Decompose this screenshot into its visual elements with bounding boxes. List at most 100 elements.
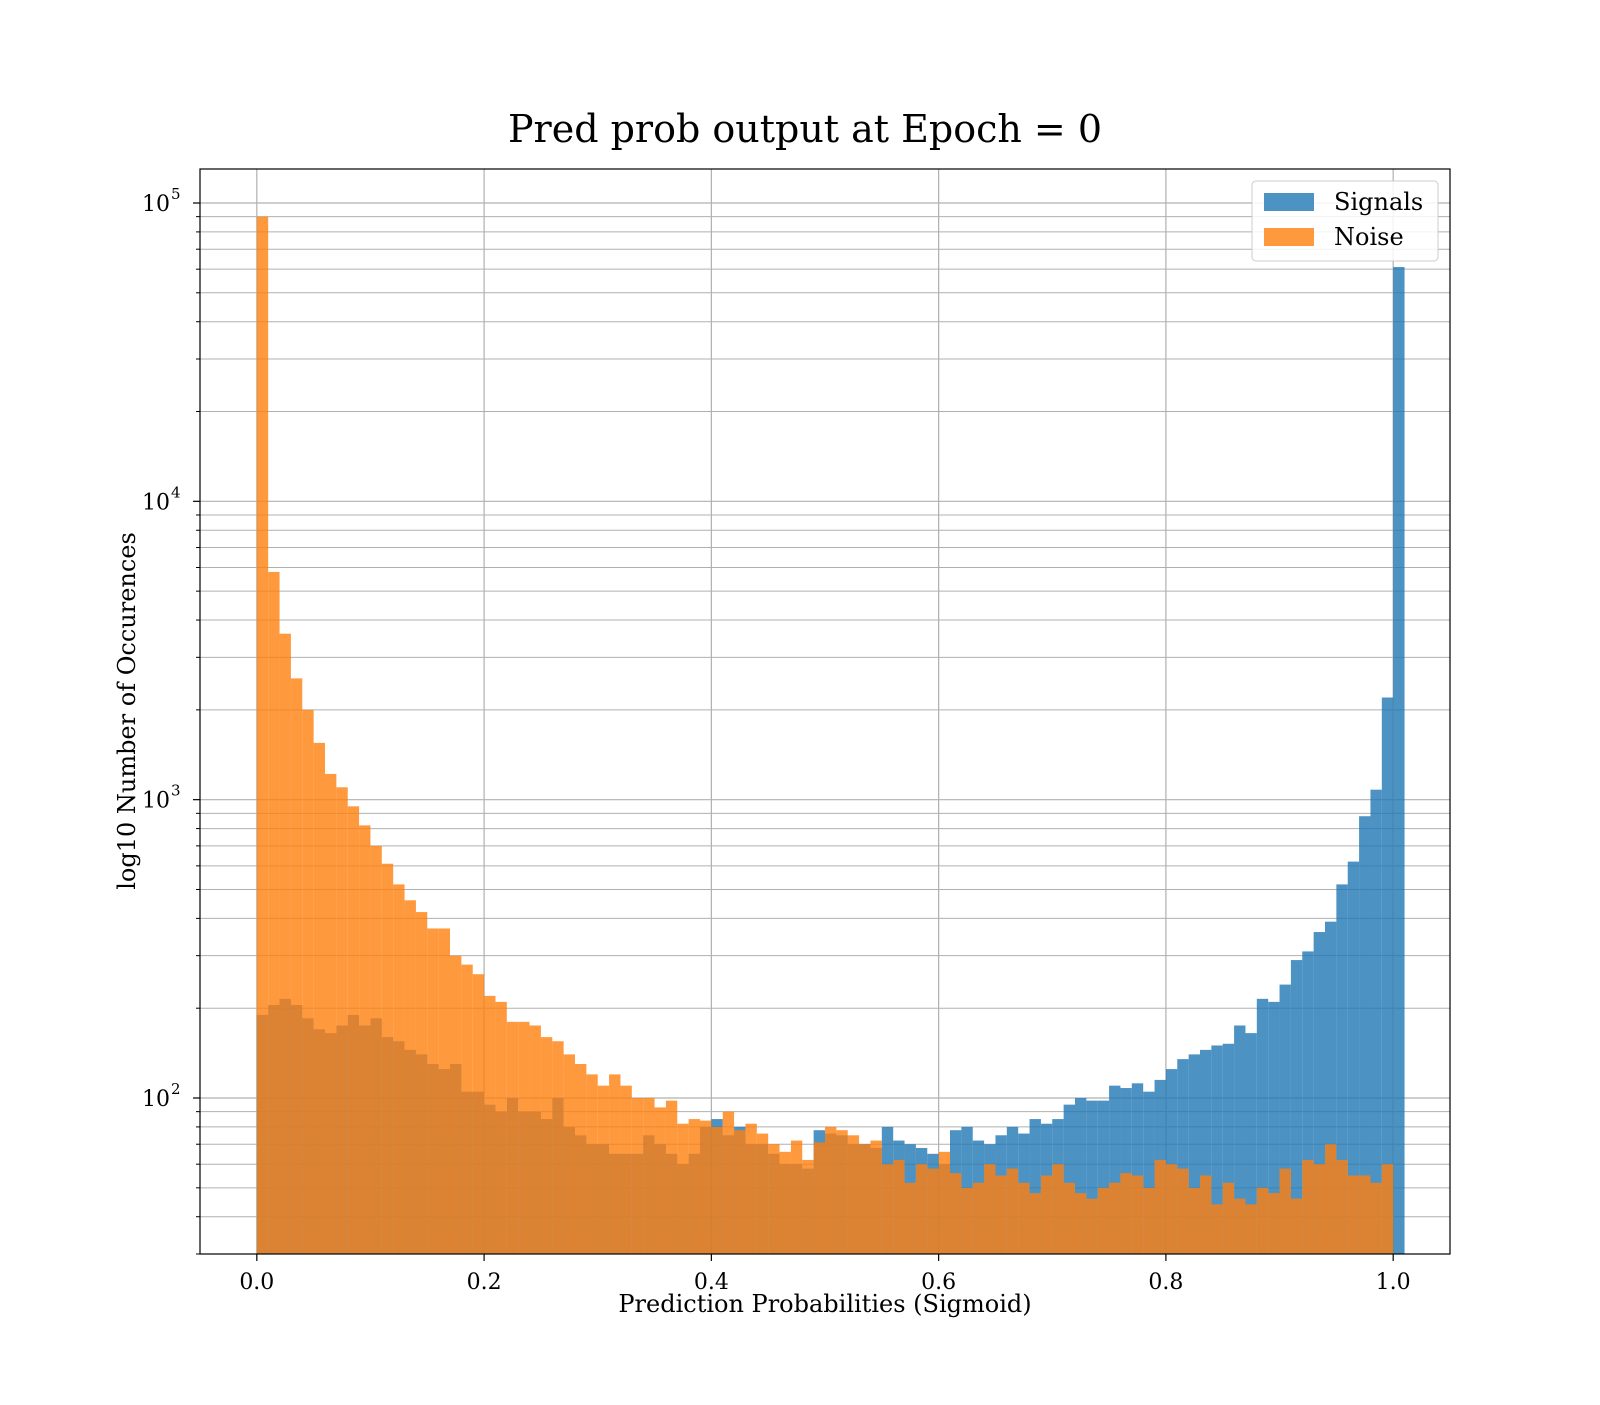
series-noise	[256, 216, 1394, 1254]
bar-noise	[370, 845, 382, 1254]
bar-signals	[1347, 861, 1360, 1254]
x-ticks: 0.0 0.2 0.4 0.6 0.8 1.0	[239, 1254, 1411, 1295]
y-tick-label: 10	[142, 490, 170, 515]
bar-noise	[768, 1144, 780, 1254]
bar-noise	[620, 1085, 632, 1254]
bar-noise	[313, 742, 325, 1254]
legend-swatch-noise	[1264, 228, 1314, 246]
bar-noise	[984, 1164, 996, 1254]
x-tick-label: 0.4	[694, 1270, 729, 1295]
bar-noise	[563, 1054, 575, 1254]
bar-noise	[950, 1173, 962, 1254]
bars-layer	[256, 216, 1405, 1254]
bar-noise	[893, 1159, 905, 1254]
x-tick-label: 0.6	[921, 1270, 956, 1295]
bar-noise	[859, 1144, 871, 1254]
bar-noise	[1222, 1182, 1235, 1254]
bar-noise	[813, 1142, 825, 1254]
bar-noise	[1245, 1204, 1257, 1254]
bar-noise	[506, 1021, 519, 1254]
bar-noise	[722, 1111, 735, 1254]
bar-signals	[1279, 984, 1291, 1254]
bar-noise	[1200, 1175, 1212, 1254]
bar-signals	[1086, 1100, 1098, 1254]
bar-noise	[1359, 1175, 1371, 1254]
bar-noise	[518, 1021, 530, 1254]
bar-signals	[1120, 1088, 1132, 1254]
bar-noise	[779, 1151, 791, 1254]
bar-signals	[1177, 1059, 1189, 1254]
bar-noise	[1075, 1193, 1087, 1254]
bar-noise	[450, 955, 462, 1254]
y-tick-exponent: 2	[171, 1080, 181, 1098]
bar-noise	[472, 974, 485, 1254]
bar-signals	[1131, 1083, 1144, 1254]
bar-noise	[881, 1164, 894, 1254]
bar-noise	[347, 806, 360, 1254]
bar-noise	[847, 1135, 860, 1254]
bar-signals	[1143, 1091, 1155, 1254]
legend: Signals Noise	[1251, 180, 1439, 262]
bar-noise	[415, 912, 428, 1254]
y-tick-label: 10	[142, 192, 170, 217]
bar-noise	[1313, 1164, 1325, 1254]
bar-signals	[1200, 1049, 1212, 1254]
bar-noise	[359, 825, 371, 1254]
bar-noise	[711, 1126, 723, 1254]
bar-noise	[427, 928, 439, 1254]
bar-signals	[1245, 1033, 1257, 1254]
bar-signals	[1109, 1085, 1121, 1254]
bar-noise	[790, 1140, 803, 1254]
bar-noise	[1006, 1168, 1019, 1254]
bar-noise	[1381, 1164, 1394, 1254]
bar-signals	[1234, 1025, 1246, 1254]
bar-signals	[1222, 1043, 1235, 1254]
bar-noise	[734, 1130, 746, 1254]
bar-noise	[915, 1164, 928, 1254]
bar-noise	[302, 709, 314, 1254]
plot-frame	[199, 168, 1451, 1255]
bar-noise	[404, 900, 416, 1254]
bar-noise	[597, 1085, 610, 1254]
bar-noise	[972, 1182, 985, 1254]
bar-noise	[904, 1182, 916, 1254]
bar-noise	[268, 571, 280, 1254]
bar-noise	[529, 1025, 541, 1254]
bar-noise	[1177, 1168, 1189, 1254]
y-tick-label: 10	[142, 789, 170, 814]
bar-noise	[1029, 1193, 1041, 1254]
bar-noise	[393, 884, 405, 1254]
bar-noise	[825, 1126, 837, 1254]
bar-signals	[1211, 1045, 1223, 1254]
bar-noise	[325, 773, 337, 1254]
bar-noise	[1109, 1182, 1121, 1254]
bar-noise	[665, 1100, 678, 1254]
bar-noise	[870, 1140, 882, 1254]
bar-noise	[1086, 1198, 1098, 1254]
bar-signals	[1256, 998, 1269, 1254]
bar-noise	[995, 1175, 1007, 1254]
bar-noise	[1040, 1175, 1053, 1254]
bar-signals	[1097, 1100, 1110, 1254]
bar-noise	[688, 1119, 700, 1254]
bar-signals	[1359, 816, 1371, 1254]
bar-noise	[677, 1123, 689, 1254]
legend-label-noise: Noise	[1334, 223, 1404, 251]
bar-noise	[643, 1098, 655, 1254]
bar-noise	[1165, 1164, 1178, 1254]
bar-noise	[938, 1151, 950, 1254]
bar-noise	[1290, 1198, 1303, 1254]
bar-noise	[961, 1187, 973, 1254]
bar-noise	[1256, 1187, 1269, 1254]
bar-signals	[1336, 884, 1348, 1254]
bar-noise	[1268, 1193, 1280, 1254]
bar-noise	[381, 863, 394, 1254]
bar-noise	[279, 633, 291, 1254]
bar-noise	[438, 928, 450, 1254]
bar-signals	[1029, 1119, 1041, 1254]
bar-noise	[1143, 1187, 1155, 1254]
bar-signals	[1075, 1098, 1087, 1254]
bar-signals	[1290, 960, 1303, 1254]
